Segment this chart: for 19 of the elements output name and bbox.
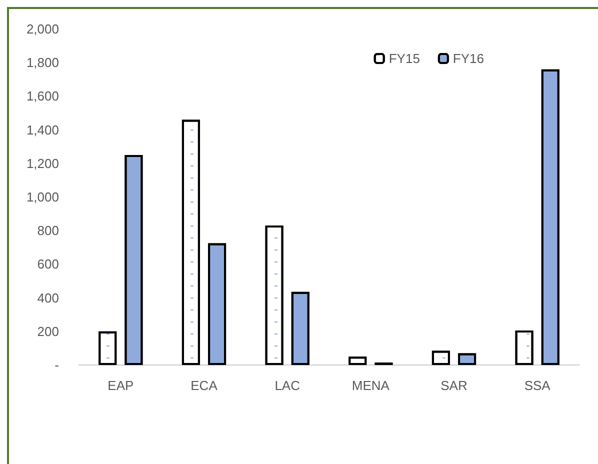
x-tick-label: MENA <box>352 378 390 393</box>
y-tick-label: 1,600 <box>26 88 59 104</box>
y-tick-label: 2,000 <box>26 22 59 36</box>
x-tick-label: SSA <box>524 378 551 393</box>
y-tick-label: 600 <box>37 256 59 272</box>
x-tick-label: LAC <box>274 378 300 393</box>
y-tick-label: 1,000 <box>26 190 59 204</box>
x-tick-label: EAP <box>108 378 134 393</box>
legend-label: FY15 <box>388 51 420 66</box>
legend-label: FY16 <box>452 51 484 66</box>
x-tick-label: SAR <box>440 378 468 393</box>
y-tick-label: - <box>54 358 59 372</box>
y-tick-label: 1,200 <box>26 156 59 171</box>
y-tick-label: 1,400 <box>26 122 59 138</box>
y-tick-label: 400 <box>37 290 59 306</box>
y-tick-label: 800 <box>37 223 59 238</box>
y-tick-label: 1,800 <box>26 55 59 70</box>
y-tick-label: 200 <box>37 324 59 339</box>
x-tick-label: ECA <box>190 378 218 393</box>
